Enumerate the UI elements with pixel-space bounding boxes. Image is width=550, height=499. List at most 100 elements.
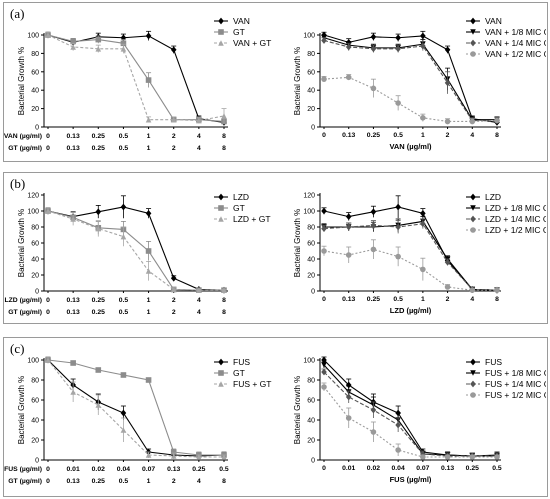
legend-marker [218,358,224,366]
x-tick-label: 0.5 [393,296,403,303]
legend-marker [470,39,476,47]
data-point [120,203,127,211]
legend-label: LZD + 1/4 MIC GT [485,214,546,224]
x-tick-label: 0.25 [192,466,205,473]
data-point [120,40,127,47]
x-tick-label: 2 [172,145,176,152]
data-point [70,216,76,222]
legend-marker [470,392,476,398]
y-tick-label: 0 [311,125,315,132]
y-tick-label: 80 [31,51,39,58]
x-tick-label: 4 [470,296,474,303]
data-point [420,32,426,40]
x-axis-label: LZD (µg/ml) [390,306,432,315]
x-tick-label: 0 [322,132,326,139]
series-line [47,210,224,291]
x-tick-label: 0.13 [67,133,80,140]
series-line [323,39,497,122]
legend-marker [218,193,224,201]
series-line [47,210,224,291]
x-tick-label: 0.5 [393,132,403,139]
legend-marker [470,380,476,388]
legend-marker [470,29,476,35]
data-point [120,427,127,433]
y-tick-label: 100 [303,209,315,216]
legend-marker [218,29,224,35]
x-tick-label: 1 [421,132,425,139]
series-line [323,76,498,123]
data-point [145,268,152,274]
y-axis-label: Bacterial Growth % [17,209,26,277]
y-axis-label: Bacterial Growth % [17,47,26,115]
series-line [323,37,497,121]
x-tick-label: 1 [147,297,151,304]
x-tick-label: 0.25 [92,145,105,152]
legend-marker [218,381,224,387]
x-tick-label: 1 [147,478,151,485]
x-tick-label: 0.13 [67,297,80,304]
data-point [494,287,500,293]
data-point [444,258,451,266]
data-point [221,287,227,293]
y-tick-label: 20 [307,106,315,113]
data-point [95,208,102,216]
series-line [47,34,225,122]
legend-label: VAN [485,16,502,26]
data-point [469,287,476,293]
data-point [444,46,451,54]
data-point [70,38,76,45]
x-tick-label: 0.5 [119,309,129,316]
series-line [323,248,497,291]
data-point [395,100,401,106]
data-point [345,213,352,220]
panel-a: (a) 0 20 40 60 80 100 Bacterial Growth % VAN (µ… [3,2,548,162]
legend-label: VAN + 1/2 MIC GT [485,49,546,59]
panel-label: (c) [10,341,25,356]
y-tick-label: 40 [307,88,315,95]
x-tick-label: 0 [46,133,50,140]
y-tick-label: 60 [307,398,315,405]
data-point [170,274,177,282]
data-point [444,454,451,460]
y-tick-label: 60 [31,69,39,76]
series-line [323,371,497,457]
series-3 [321,74,500,125]
x-tick-label: 4 [197,309,201,316]
x-tick-label: 0.13 [441,465,454,472]
series-line [47,359,224,456]
data-point [370,246,377,253]
legend-marker [218,17,224,25]
y-tick-label: 0 [35,458,39,465]
x-tick-label: 8 [222,145,226,152]
data-point [120,372,127,378]
y-axis-label: Bacterial Growth % [293,47,302,115]
x-tick-label: 0.13 [342,296,355,303]
x-tick-label: 4 [197,145,201,152]
legend-marker [470,193,476,201]
legend-label: GT [233,368,245,378]
data-point [120,46,127,52]
x-row-label: GT (µg/ml) [8,145,42,152]
data-point [170,46,177,54]
x-tick-label: 0.25 [92,133,105,140]
x-tick-label: 0.25 [466,465,479,472]
x-tick-label: 0.5 [119,297,129,304]
legend-marker [218,205,224,211]
data-point [95,402,102,408]
x-tick-label: 0 [46,478,50,485]
legend-marker [218,216,224,222]
data-point [494,117,500,124]
series-3 [321,382,500,460]
data-point [345,415,352,421]
y-tick-label: 0 [311,289,315,296]
y-tick-label: 20 [31,438,39,445]
series-line [323,223,498,291]
series-2 [321,37,500,124]
data-point [95,36,102,43]
x-row-label: FUS (µg/ml) [4,466,42,473]
data-point [196,287,202,293]
legend-marker [470,51,476,57]
